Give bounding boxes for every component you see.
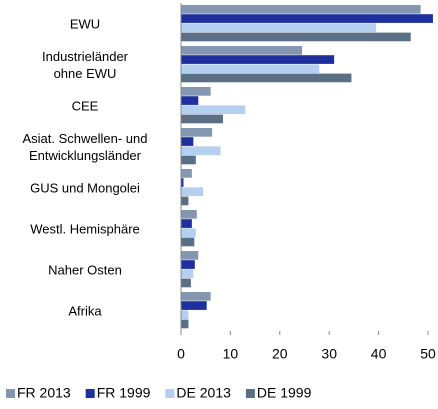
bar — [181, 310, 189, 320]
bar — [181, 237, 195, 247]
bar — [181, 14, 433, 23]
legend-swatch — [245, 389, 255, 398]
bar — [181, 301, 207, 310]
bar — [181, 105, 246, 115]
bar — [181, 73, 352, 83]
bar — [181, 196, 189, 206]
legend-label: DE 2013 — [176, 385, 231, 401]
bar — [181, 278, 191, 288]
bar — [181, 169, 192, 178]
x-tick-label: 50 — [420, 346, 436, 362]
bar — [181, 87, 211, 96]
legend-label: FR 2013 — [17, 385, 71, 401]
legend-swatch — [6, 389, 15, 398]
category-label: Westl. Hemisphäre — [30, 221, 140, 236]
x-tick-label: 10 — [223, 346, 239, 362]
category-label: Industrieländer ohne EWU — [42, 48, 128, 81]
bar — [181, 260, 195, 269]
bar — [181, 187, 204, 197]
bar — [181, 64, 320, 74]
bar — [181, 178, 184, 187]
bar — [181, 32, 411, 42]
legend-swatch — [165, 389, 175, 398]
bar — [181, 96, 199, 105]
bar — [181, 219, 192, 228]
x-tick-label: 30 — [321, 346, 337, 362]
bar — [181, 146, 221, 156]
x-tick-label: 0 — [177, 346, 185, 362]
x-tick-label: 20 — [272, 346, 288, 362]
bar — [181, 128, 213, 137]
x-tick-label: 40 — [371, 346, 387, 362]
category-label: EWU — [69, 16, 101, 31]
bar — [181, 46, 303, 55]
bar — [181, 114, 223, 124]
bar — [181, 292, 211, 301]
category-label: Naher Osten — [48, 262, 122, 277]
bar — [181, 55, 335, 64]
legend-label: FR 1999 — [97, 385, 151, 401]
category-label: Asiat. Schwellen- und Entwicklungsländer — [22, 130, 148, 163]
bar — [181, 319, 189, 329]
category-label: GUS und Mongolei — [30, 180, 140, 195]
category-label: CEE — [71, 98, 99, 113]
bar — [181, 137, 194, 146]
bar — [181, 155, 196, 165]
bar — [181, 269, 194, 279]
legend-label: DE 1999 — [257, 385, 312, 401]
legend-swatch — [85, 389, 95, 398]
bar — [181, 23, 377, 33]
bar — [181, 228, 196, 238]
category-label: Afrika — [68, 303, 102, 318]
bar — [181, 251, 199, 260]
bar — [181, 5, 421, 14]
bar — [181, 210, 197, 219]
